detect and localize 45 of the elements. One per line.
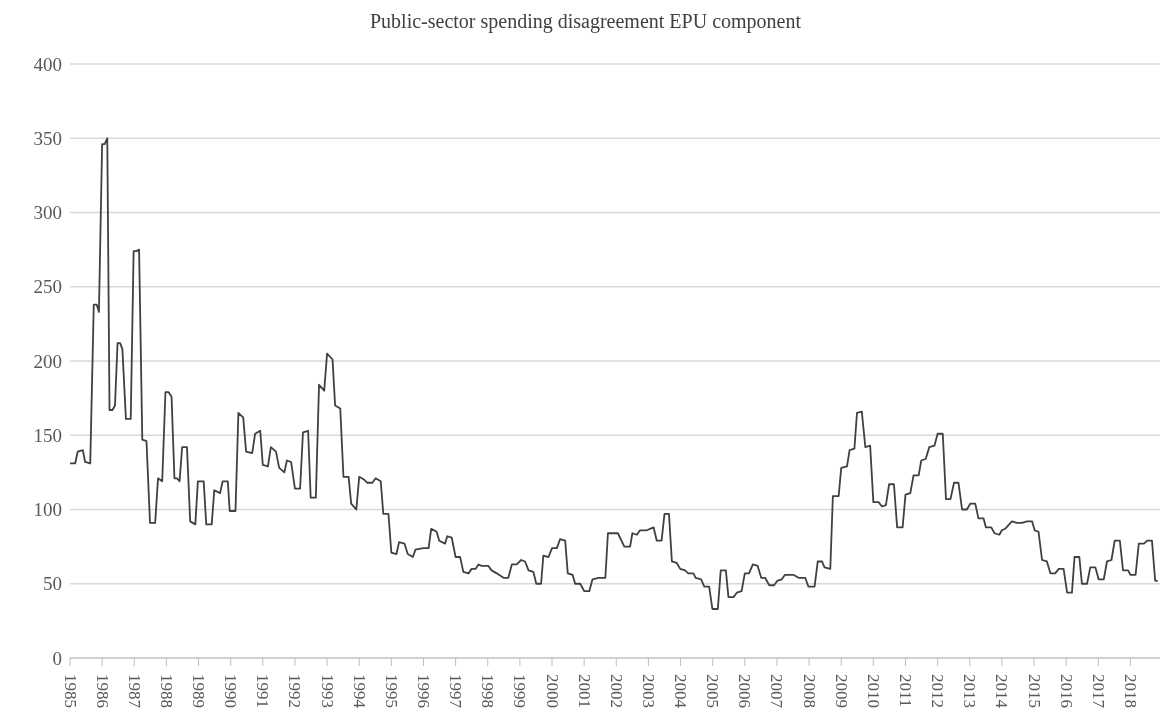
- x-tick-label: 2009: [831, 674, 851, 708]
- x-tick-label: 1991: [253, 674, 273, 708]
- x-tick-label: 2010: [863, 674, 883, 708]
- x-tick-label: 1995: [381, 674, 401, 708]
- y-tick-label: 150: [33, 424, 62, 446]
- y-tick-label: 50: [43, 573, 62, 595]
- x-tick-label: 2006: [735, 674, 755, 708]
- x-tick-label: 2014: [992, 674, 1012, 709]
- x-tick-label: 2001: [574, 674, 594, 708]
- y-tick-label: 100: [33, 499, 62, 521]
- y-tick-label: 350: [33, 127, 62, 149]
- x-tick-label: 2011: [896, 674, 915, 708]
- x-tick-label: 2017: [1088, 674, 1108, 709]
- x-tick-label: 2016: [1056, 674, 1076, 708]
- x-tick-label: 1999: [510, 674, 530, 708]
- line-series: [70, 137, 1159, 610]
- x-tick-label: 2007: [767, 674, 787, 709]
- y-tick-label: 250: [33, 276, 62, 298]
- x-tick-label: 1996: [413, 674, 433, 708]
- x-tick-label: 2002: [606, 674, 626, 708]
- x-tick-label: 1987: [124, 674, 144, 709]
- x-tick-label: 2003: [638, 674, 658, 708]
- x-tick-label: 2004: [671, 674, 691, 709]
- x-tick-label: 2005: [703, 674, 723, 708]
- x-tick-label: 2013: [960, 674, 980, 708]
- y-tick-label: 200: [33, 350, 62, 372]
- x-tick-label: 1985: [60, 674, 80, 708]
- x-tick-label: 1989: [189, 674, 209, 708]
- x-tick-label: 1988: [156, 674, 176, 708]
- x-tick-label: 1998: [478, 674, 498, 708]
- x-tick-label: 2000: [542, 674, 562, 708]
- chart-title: Public-sector spending disagreement EPU component: [369, 10, 802, 33]
- y-tick-label: 0: [52, 647, 62, 669]
- x-tick-label: 2008: [799, 674, 819, 708]
- x-tick-label: 1992: [285, 674, 305, 708]
- y-tick-label: 400: [33, 53, 62, 75]
- x-tick-label: 1986: [92, 674, 112, 708]
- x-tick-label: 2012: [928, 674, 948, 708]
- y-tick-label: 300: [33, 202, 62, 224]
- x-tick-label: 2018: [1120, 674, 1140, 708]
- x-tick-label: 2015: [1024, 674, 1044, 708]
- x-tick-label: 1997: [446, 674, 466, 709]
- x-tick-label: 1993: [317, 674, 337, 708]
- x-tick-label: 1994: [349, 674, 369, 709]
- x-tick-label: 1990: [221, 674, 241, 708]
